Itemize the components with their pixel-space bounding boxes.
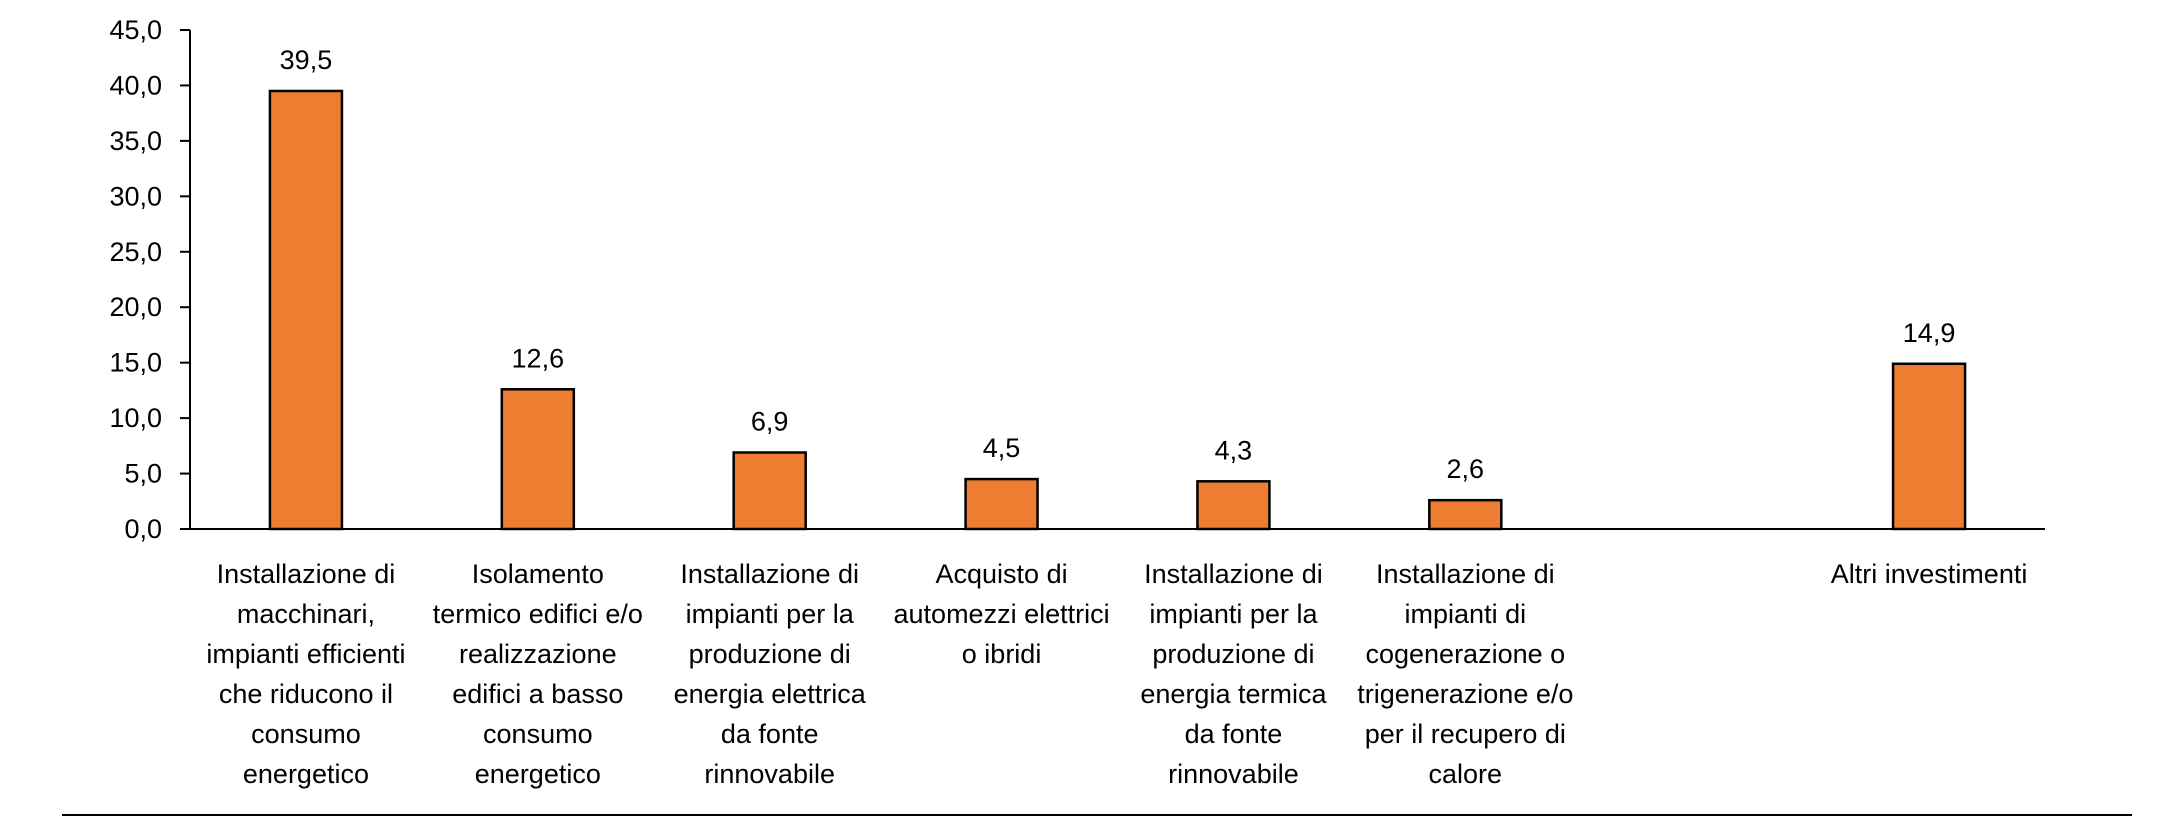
y-tick-label: 30,0 — [109, 181, 162, 211]
y-tick-label: 20,0 — [109, 292, 162, 322]
y-tick-label: 25,0 — [109, 237, 162, 267]
data-label: 2,6 — [1447, 454, 1485, 484]
category-label-line: calore — [1429, 759, 1503, 789]
y-tick-label: 15,0 — [109, 348, 162, 378]
y-tick-label: 40,0 — [109, 70, 162, 100]
data-label: 4,3 — [1215, 435, 1253, 465]
category-label-line: termico edifici e/o — [433, 599, 643, 629]
y-tick-label: 0,0 — [124, 514, 162, 544]
category-label-line: energetico — [475, 759, 601, 789]
category-label-line: energia elettrica — [674, 679, 867, 709]
bar — [1891, 362, 1967, 531]
category-label-line: che riducono il — [219, 679, 393, 709]
category-label-line: Isolamento — [472, 559, 604, 589]
category-label-line: per il recupero di — [1365, 719, 1566, 749]
data-labels: 39,5 12,6 6,9 4,5 4,3 2,6 14,9 — [280, 45, 1956, 484]
category-label-line: da fonte — [721, 719, 819, 749]
category-label-line: o ibridi — [962, 639, 1042, 669]
category-label-line: impianti efficienti — [206, 639, 405, 669]
category-label-line: trigenerazione e/o — [1357, 679, 1573, 709]
category-label-line: rinnovabile — [704, 759, 835, 789]
y-tick-label: 10,0 — [109, 403, 162, 433]
bar — [268, 89, 344, 531]
category-label-line: produzione di — [689, 639, 851, 669]
bar — [1196, 480, 1271, 531]
category-label-line: automezzi elettrici — [894, 599, 1110, 629]
category-label-line: impianti per la — [686, 599, 855, 629]
y-tick-label: 5,0 — [124, 459, 162, 489]
category-label-line: energetico — [243, 759, 369, 789]
category-label-line: rinnovabile — [1168, 759, 1299, 789]
category-label-line: realizzazione — [459, 639, 617, 669]
category-label-line: produzione di — [1152, 639, 1314, 669]
data-label: 14,9 — [1903, 318, 1956, 348]
category-label-line: consumo — [483, 719, 593, 749]
data-label: 12,6 — [512, 343, 565, 373]
category-label-line: impianti per la — [1149, 599, 1318, 629]
category-label-line: cogenerazione o — [1365, 639, 1565, 669]
y-ticks: 0,0 5,0 10,0 15,0 20,0 25,0 30,0 35,0 40,0 45,0 — [109, 15, 190, 544]
bars — [268, 89, 1967, 531]
data-label: 4,5 — [983, 433, 1021, 463]
bar — [1428, 498, 1503, 531]
category-label-line: edifici a basso — [452, 679, 623, 709]
category-label-line: Installazione di — [1144, 559, 1323, 589]
data-label: 39,5 — [280, 45, 333, 75]
data-label: 6,9 — [751, 406, 789, 436]
category-label-line: consumo — [251, 719, 361, 749]
category-label-line: Acquisto di — [936, 559, 1068, 589]
bar — [964, 477, 1039, 531]
category-label-line: Installazione di — [217, 559, 396, 589]
category-label-line: Installazione di — [1376, 559, 1555, 589]
category-label-line: macchinari, — [237, 599, 375, 629]
category-label-line: da fonte — [1185, 719, 1283, 749]
y-tick-label: 45,0 — [109, 15, 162, 45]
bar — [500, 388, 576, 531]
bar — [732, 451, 807, 531]
category-label-line: Installazione di — [680, 559, 859, 589]
y-tick-label: 35,0 — [109, 126, 162, 156]
category-label-line: Altri investimenti — [1831, 559, 2028, 589]
category-labels: Installazione di macchinari, impianti effi… — [206, 559, 2027, 789]
category-label-line: energia termica — [1140, 679, 1327, 709]
axes — [189, 30, 2045, 530]
category-label-line: impianti di — [1405, 599, 1527, 629]
